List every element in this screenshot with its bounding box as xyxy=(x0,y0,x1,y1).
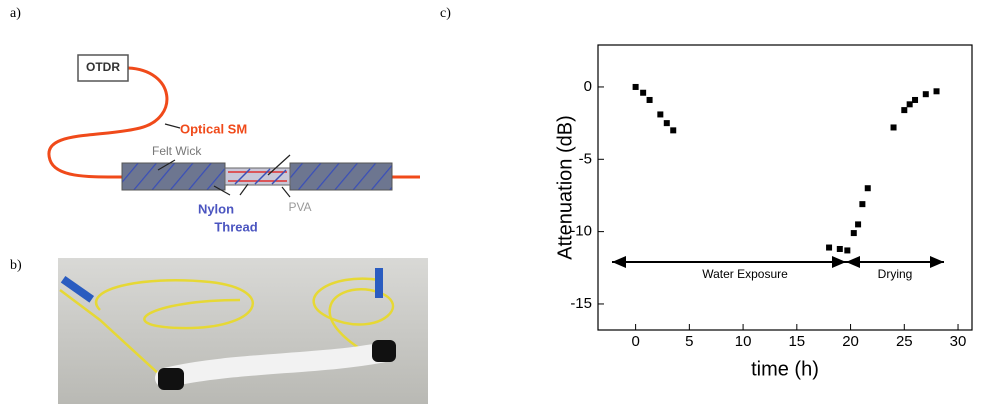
chart: 0 5 10 15 20 25 30 0 -5 -10 -15 time (h) Attenuation… xyxy=(554,44,973,380)
x-tick-label: 10 xyxy=(735,333,752,350)
point xyxy=(855,221,862,228)
point xyxy=(850,230,857,237)
point xyxy=(922,91,929,98)
y-tick-label: -10 xyxy=(570,223,592,240)
y-axis-label: Attenuation (dB) xyxy=(554,115,576,260)
point xyxy=(663,120,670,127)
panel-label: b) xyxy=(10,258,22,273)
point xyxy=(906,101,913,108)
thread xyxy=(234,168,287,185)
x-axis-label: time (h) xyxy=(751,358,819,380)
point xyxy=(657,111,664,118)
x-tick-label: 30 xyxy=(950,333,967,350)
point xyxy=(933,88,940,95)
diagram: OTDR Optical SM Felt Wick Nylon Thread P… xyxy=(47,54,420,234)
thread-label: Thread xyxy=(214,219,257,234)
annotation: Drying xyxy=(878,267,913,281)
point xyxy=(826,244,833,251)
fiber-label: Optical SM xyxy=(180,121,247,136)
y-tick-label: -5 xyxy=(579,150,592,167)
x-tick-label: 25 xyxy=(896,333,913,350)
point xyxy=(864,185,871,192)
x-tick-label: 5 xyxy=(685,333,693,350)
otdr-box xyxy=(77,54,129,82)
plot-frame xyxy=(597,44,973,331)
arrow-head xyxy=(832,256,846,268)
wick xyxy=(121,162,226,191)
wick-label: Felt Wick xyxy=(152,144,202,158)
arrow-head xyxy=(846,256,860,268)
y-tick-label: -15 xyxy=(570,295,592,312)
point xyxy=(844,247,851,254)
panel-label: c) xyxy=(440,6,451,21)
thread-label: Nylon xyxy=(198,201,234,216)
point xyxy=(670,127,677,134)
x-tick-label: 0 xyxy=(631,333,639,350)
pva-label: PVA xyxy=(288,200,311,214)
x-tick-label: 20 xyxy=(842,333,859,350)
point xyxy=(640,89,647,96)
point xyxy=(912,96,919,103)
x-tick-label: 15 xyxy=(788,333,805,350)
point xyxy=(859,201,866,208)
arrow-head xyxy=(930,256,944,268)
wick xyxy=(289,162,393,191)
panel-label: a) xyxy=(10,6,21,21)
point xyxy=(836,245,843,252)
point xyxy=(901,107,908,114)
fiber xyxy=(47,66,420,179)
point xyxy=(890,124,897,131)
arrow-head xyxy=(612,256,626,268)
photo xyxy=(58,258,428,404)
point xyxy=(646,96,653,103)
annotation: Water Exposure xyxy=(702,267,788,281)
otdr-label: OTDR xyxy=(86,60,120,74)
point xyxy=(632,83,639,90)
y-tick-label: 0 xyxy=(584,78,592,95)
